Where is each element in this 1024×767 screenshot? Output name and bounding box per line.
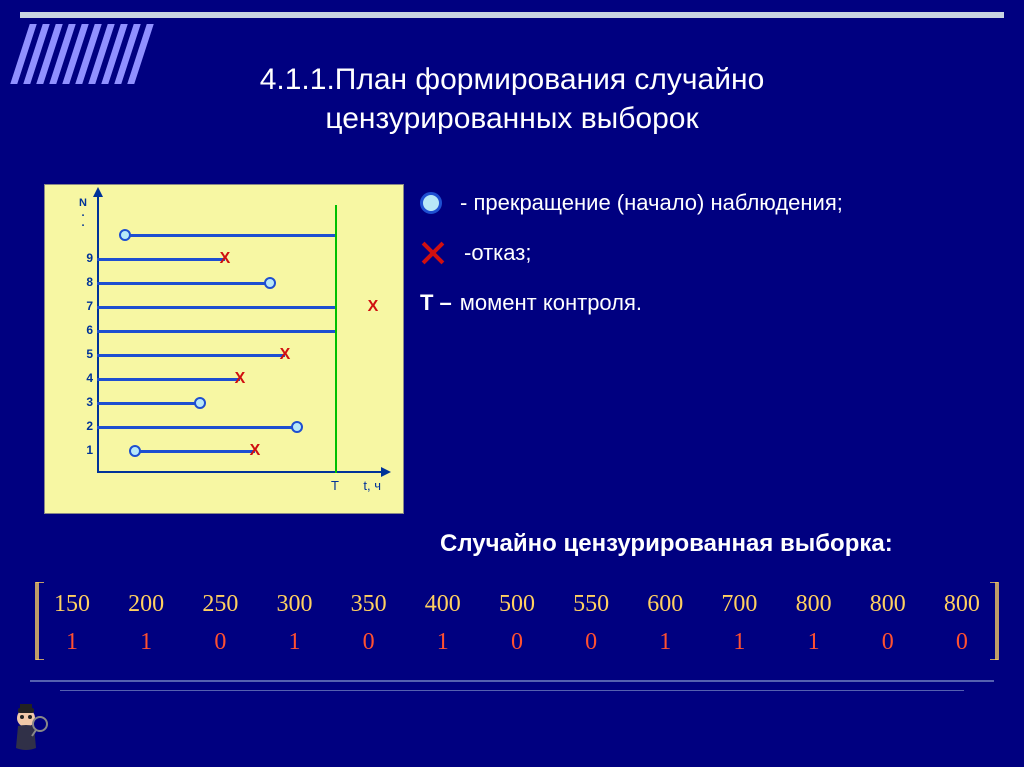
y-tick-label: 5 (75, 347, 93, 361)
data-flag: 1 (54, 624, 90, 660)
timeline-bar (97, 282, 270, 285)
data-flag: 1 (647, 624, 683, 660)
data-flag: 0 (351, 624, 387, 660)
x-axis (97, 471, 383, 473)
mascot-icon (6, 704, 50, 761)
data-value: 200 (128, 586, 164, 622)
data-column: 4001 (425, 586, 461, 660)
T-line (335, 205, 337, 473)
y-tick-label: 8 (75, 275, 93, 289)
data-column: 5500 (573, 586, 609, 660)
data-value: 600 (647, 586, 683, 622)
x-axis-label-t: t, ч (363, 478, 381, 493)
timeline-bar (97, 330, 335, 333)
data-value: 700 (721, 586, 757, 622)
data-column: 2500 (202, 586, 238, 660)
data-column: 2001 (128, 586, 164, 660)
data-column: 1501 (54, 586, 90, 660)
circle-icon (420, 192, 442, 214)
data-column: 6001 (647, 586, 683, 660)
timeline-bar (97, 426, 297, 429)
data-flag: 1 (425, 624, 461, 660)
data-flag: 1 (276, 624, 312, 660)
end-x-marker: X (250, 442, 261, 460)
data-column: 8000 (944, 586, 980, 660)
data-flag: 0 (870, 624, 906, 660)
legend-x-row: -отказ; (420, 240, 843, 266)
sample-data-table: 1501200125003001350040015000550060017001… (40, 586, 994, 660)
timeline-bar (135, 450, 255, 453)
end-circle-marker (264, 277, 276, 289)
data-column: 8000 (870, 586, 906, 660)
data-value: 800 (870, 586, 906, 622)
legend: - прекращение (начало) наблюдения; -отка… (420, 190, 843, 340)
data-value: 250 (202, 586, 238, 622)
data-value: 300 (276, 586, 312, 622)
data-flag: 0 (499, 624, 535, 660)
x-icon (420, 240, 446, 266)
start-circle-marker (119, 229, 131, 241)
bottom-rule-2 (60, 690, 964, 691)
data-flag: 1 (796, 624, 832, 660)
end-circle-marker (194, 397, 206, 409)
y-tick-label: 7 (75, 299, 93, 313)
legend-T-prefix: T – (420, 290, 452, 316)
end-x-marker: X (280, 346, 291, 364)
data-flag: 1 (721, 624, 757, 660)
legend-T-text: момент контроля. (460, 290, 642, 316)
title-line-2: цензурированных выборок (0, 99, 1024, 138)
timeline-bar (125, 234, 335, 237)
legend-x-text: -отказ; (464, 240, 531, 266)
data-value: 150 (54, 586, 90, 622)
data-column: 3500 (351, 586, 387, 660)
data-value: 800 (796, 586, 832, 622)
y-axis-label-N: N . . (73, 199, 93, 229)
sample-subtitle: Случайно цензурированная выборка: (440, 530, 893, 558)
y-axis (97, 195, 99, 473)
end-x-marker: X (235, 370, 246, 388)
legend-circle-text: - прекращение (начало) наблюдения; (460, 190, 843, 216)
data-value: 400 (425, 586, 461, 622)
timeline-bar (97, 258, 225, 261)
timeline-bar (97, 306, 335, 309)
y-tick-label: 9 (75, 251, 93, 265)
timeline-chart: N . . t, ч T 1 X 2 3 4 X 5 X 6 7 X 8 9 X (44, 184, 404, 514)
start-circle-marker (129, 445, 141, 457)
end-x-marker: X (220, 250, 231, 268)
data-flag: 1 (128, 624, 164, 660)
end-x-marker: X (368, 298, 379, 316)
bottom-rule-1 (30, 680, 994, 682)
slide-title: 4.1.1.План формирования случайно цензури… (0, 60, 1024, 138)
data-column: 3001 (276, 586, 312, 660)
data-value: 500 (499, 586, 535, 622)
title-line-1: 4.1.1.План формирования случайно (0, 60, 1024, 99)
y-tick-label: 3 (75, 395, 93, 409)
data-column: 5000 (499, 586, 535, 660)
top-rule (20, 12, 1004, 18)
data-flag: 0 (944, 624, 980, 660)
timeline-bar (97, 402, 200, 405)
data-value: 350 (351, 586, 387, 622)
x-axis-label-T: T (331, 478, 339, 493)
y-tick-label: 4 (75, 371, 93, 385)
data-flag: 0 (573, 624, 609, 660)
y-tick-label: 1 (75, 443, 93, 457)
data-column: 8001 (796, 586, 832, 660)
bracket-right (986, 582, 1000, 660)
legend-circle-row: - прекращение (начало) наблюдения; (420, 190, 843, 216)
timeline-bar (97, 378, 240, 381)
legend-T-row: T – момент контроля. (420, 290, 843, 316)
y-tick-label: 2 (75, 419, 93, 433)
y-tick-label: 6 (75, 323, 93, 337)
data-value: 800 (944, 586, 980, 622)
data-value: 550 (573, 586, 609, 622)
end-circle-marker (291, 421, 303, 433)
data-flag: 0 (202, 624, 238, 660)
timeline-bar (97, 354, 285, 357)
data-column: 7001 (721, 586, 757, 660)
